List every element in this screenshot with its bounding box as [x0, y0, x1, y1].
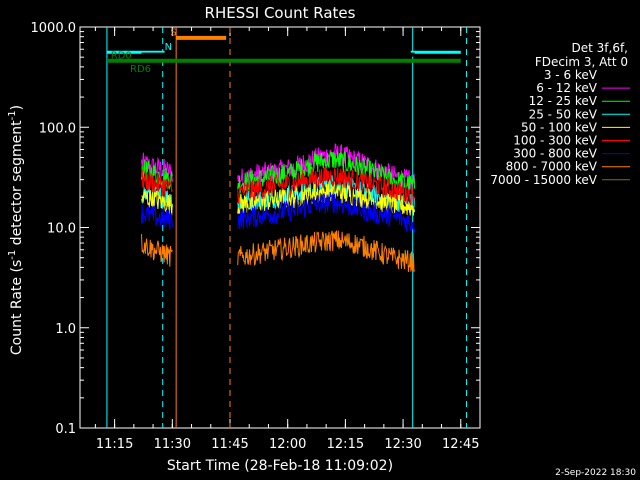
series-line — [141, 204, 173, 230]
legend-label: 3 - 6 keV — [544, 68, 598, 82]
x-tick-label: 12:15 — [327, 437, 364, 452]
annotation-label: N — [165, 42, 172, 53]
x-tick-label: 11:45 — [211, 437, 248, 452]
series-line — [237, 230, 416, 274]
legend-label: 6 - 12 keV — [536, 81, 598, 95]
x-tick-label: 12:30 — [384, 437, 421, 452]
series-line — [237, 165, 416, 206]
legend-label: 100 - 300 keV — [513, 134, 597, 148]
x-tick-label: 11:15 — [96, 437, 133, 452]
series-line — [141, 189, 173, 216]
y-label-part-3: ) — [9, 105, 25, 110]
y-label-sup-2: -1 — [7, 110, 18, 120]
annotation-label: RD0 — [111, 51, 132, 62]
x-tick-label: 12:00 — [269, 437, 306, 452]
y-tick-label: 1.0 — [55, 322, 76, 337]
legend-header-2: FDecim 3, Att 0 — [535, 55, 628, 69]
y-label-sup-1: -1 — [7, 250, 18, 260]
plot-area: 1000.0 100.0 10.0 1.0 0.1 11:15 11:30 11:45 12:0… — [31, 21, 481, 452]
legend-label: 50 - 100 keV — [521, 120, 598, 134]
y-tick-label: 100.0 — [39, 121, 76, 136]
y-tick-label: 0.1 — [55, 422, 76, 437]
legend-header-1: Det 3f,6f, — [572, 41, 629, 55]
x-tick-label: 12:45 — [442, 437, 479, 452]
series-line — [141, 152, 173, 183]
legend-label: 7000 - 15000 keV — [490, 173, 597, 187]
y-axis-label: Count Rate (s-1 detector segment-1) — [7, 105, 25, 355]
legend-label: 25 - 50 keV — [529, 107, 598, 121]
series-line — [237, 191, 416, 233]
x-axis-label: Start Time (28-Feb-18 11:09:02) — [167, 458, 393, 474]
y-tick-label: 1000.0 — [31, 21, 77, 36]
legend-label: 12 - 25 keV — [529, 94, 598, 108]
date-stamp: 2-Sep-2022 18:30 — [555, 468, 636, 478]
annotation-label: S — [170, 28, 176, 39]
series-line — [141, 169, 173, 197]
plot-frame — [79, 26, 481, 429]
series-line — [141, 159, 173, 190]
series-line — [141, 234, 173, 267]
series-line — [237, 181, 416, 216]
annotation-label: RD6 — [130, 64, 151, 75]
y-label-part-2: detector segment — [9, 120, 25, 250]
x-tick-label: 11:30 — [154, 437, 191, 452]
legend-label: 800 - 7000 keV — [506, 160, 598, 174]
chart-title: RHESSI Count Rates — [205, 4, 356, 22]
y-tick-label: 10.0 — [47, 222, 76, 237]
y-label-part-1: Count Rate (s — [9, 260, 25, 355]
legend-label: 300 - 800 keV — [513, 147, 597, 161]
